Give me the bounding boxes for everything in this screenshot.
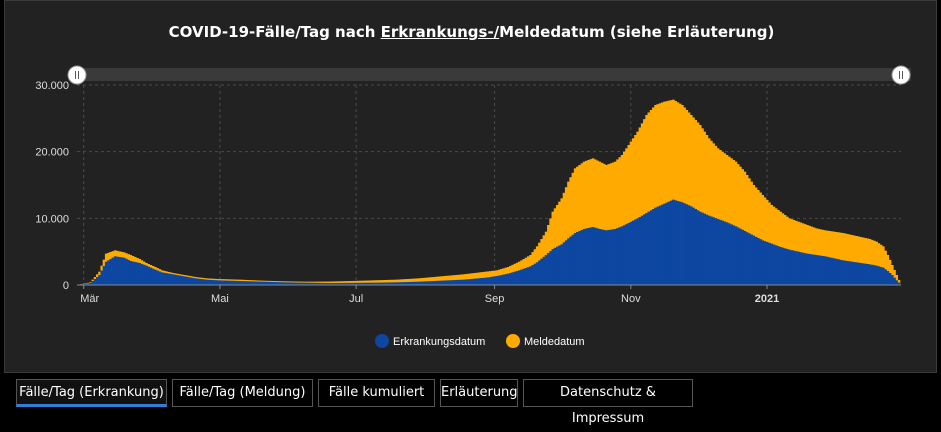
range-handle-left[interactable] (68, 66, 86, 84)
legend-swatch (506, 334, 520, 348)
legend-label: Erkrankungsdatum (393, 336, 485, 348)
tab-4[interactable]: Datenschutz & Impressum (523, 379, 693, 407)
x-tick-label: Mai (211, 293, 229, 305)
chart-svg: 0 10.000 20.000 30.000 Mär Mai Jul Sep Nov 2021 E… (5, 1, 938, 374)
tab-0[interactable]: Fälle/Tag (Erkrankung) (16, 379, 167, 407)
tab-2[interactable]: Fälle kumuliert (318, 379, 435, 407)
y-tick-label: 10.000 (35, 213, 69, 225)
tab-3[interactable]: Erläuterung (440, 379, 518, 407)
legend-swatch (375, 334, 389, 348)
x-tick-label: Nov (621, 293, 641, 305)
tab-1[interactable]: Fälle/Tag (Meldung) (172, 379, 313, 407)
legend-item-meldedatum[interactable]: Meldedatum (506, 334, 585, 348)
chart-panel: COVID-19-Fälle/Tag nach Erkrankungs-/Mel… (4, 0, 937, 373)
y-tick-label: 0 (63, 280, 69, 292)
legend-label: Meldedatum (524, 336, 585, 348)
series-layer (78, 100, 900, 285)
range-scrollbar[interactable] (77, 68, 911, 81)
x-tick-label: Jul (349, 293, 363, 305)
x-tick-label: 2021 (755, 293, 779, 305)
x-tick-label: Mär (80, 293, 99, 305)
legend: Erkrankungsdatum Meldedatum (375, 334, 585, 348)
x-tick-label: Sep (485, 293, 505, 305)
y-tick-label: 30.000 (35, 80, 69, 92)
legend-item-erkrankungsdatum[interactable]: Erkrankungsdatum (375, 334, 485, 348)
range-handle-right[interactable] (892, 66, 910, 84)
y-tick-label: 20.000 (35, 147, 69, 159)
